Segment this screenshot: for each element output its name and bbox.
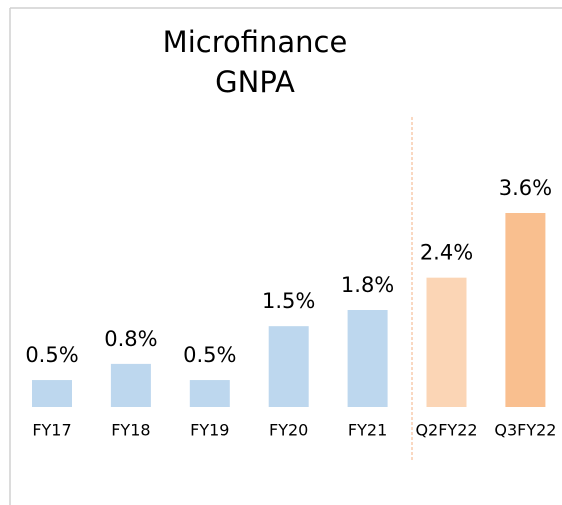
- value-label: 0.5%: [25, 343, 78, 367]
- x-tick-label: FY18: [111, 421, 150, 440]
- bar: [110, 363, 151, 407]
- x-tick-label: FY21: [348, 421, 387, 440]
- bar: [189, 380, 230, 407]
- x-tick-label: FY19: [190, 421, 229, 440]
- x-tick-label: Q3FY22: [494, 421, 556, 440]
- x-tick-label: FY20: [269, 421, 308, 440]
- value-label: 1.5%: [262, 289, 315, 313]
- bar: [505, 213, 546, 407]
- value-label: 3.6%: [499, 176, 552, 200]
- x-tick-label: FY17: [32, 421, 71, 440]
- value-label: 0.5%: [183, 343, 236, 367]
- value-label: 2.4%: [420, 241, 473, 265]
- bar: [347, 310, 388, 407]
- value-label: 0.8%: [104, 327, 157, 351]
- chart-title: Microfinance GNPA: [162, 25, 348, 99]
- bar: [426, 277, 467, 407]
- bar: [268, 326, 309, 407]
- value-label: 1.8%: [341, 273, 394, 297]
- bar: [32, 380, 72, 407]
- x-tick-label: Q2FY22: [415, 421, 477, 440]
